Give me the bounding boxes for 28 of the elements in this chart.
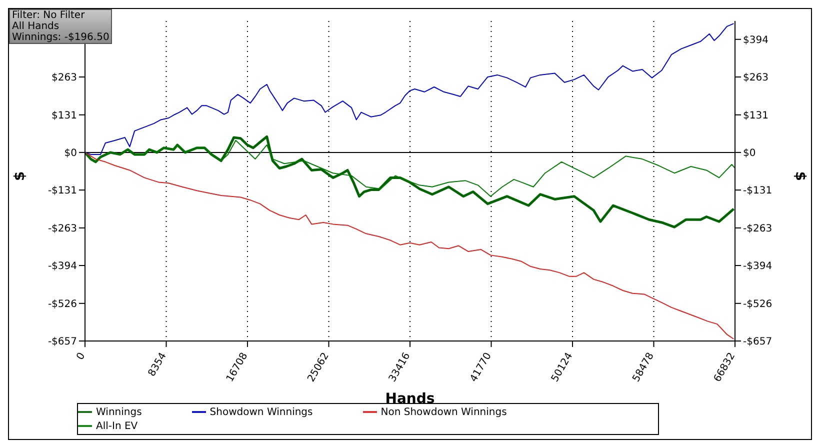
y2-tick-label: $0: [743, 148, 756, 159]
legend-label: All-In EV: [96, 420, 138, 432]
y2-axis-title: $: [792, 171, 808, 181]
y-tick-label: -$657: [48, 336, 77, 348]
y2-tick-label: -$131: [743, 186, 772, 197]
legend-label: Non Showdown Winnings: [380, 406, 507, 418]
y2-tick-label: -$394: [743, 261, 772, 272]
text: All Hands: [12, 21, 60, 32]
y-tick-label: -$394: [48, 261, 77, 272]
y2-tick-label: -$657: [743, 336, 772, 348]
y-tick-label: -$526: [48, 298, 77, 310]
y-tick-label: $131: [52, 110, 77, 122]
y-tick-label: -$131: [48, 186, 77, 197]
y-axis-title: $: [12, 171, 28, 181]
y2-tick-label: -$263: [743, 223, 772, 234]
text: Filter: No Filter: [12, 10, 86, 21]
legend-label: Showdown Winnings: [210, 406, 313, 418]
y-tick-label: -$263: [48, 223, 77, 234]
x-axis-title: Hands: [385, 391, 435, 407]
x-tick-label: 0: [74, 351, 88, 362]
annotation: Winnings: -$196.50: [12, 32, 110, 43]
legend-label: Winnings: [96, 406, 142, 418]
y2-tick-label: $263: [743, 72, 768, 84]
y2-tick-label: -$526: [743, 298, 772, 310]
y-tick-label: $263: [52, 72, 77, 84]
y-tick-label: $0: [64, 148, 77, 159]
y2-tick-label: $131: [743, 110, 768, 122]
y2-tick-label: $394: [743, 34, 768, 46]
